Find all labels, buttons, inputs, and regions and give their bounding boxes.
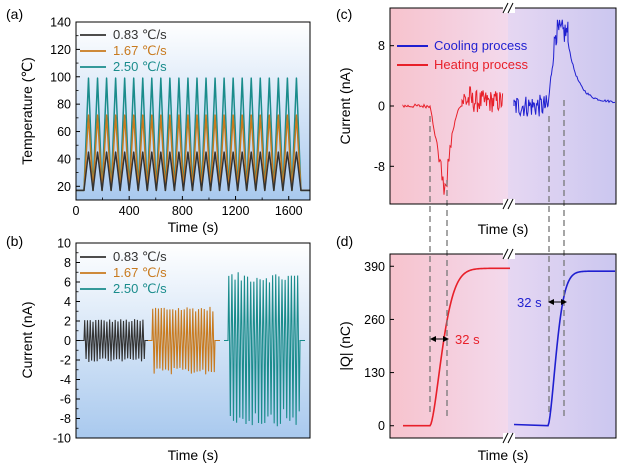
panel-b-frame-ytick-label-1: -8 — [60, 412, 71, 426]
panel-a-frame-ytick-label-0: 20 — [57, 180, 71, 194]
legend-b-item-1: 1.67 ℃/s — [113, 265, 167, 280]
annotation-heating-32s: 32 s — [455, 332, 480, 347]
panel-b-ylabel: Current (nA) — [19, 301, 35, 378]
panel-a-label: (a) — [6, 6, 23, 22]
legend-a-item-2: 2.50 ℃/s — [113, 59, 167, 74]
panel-d-xlabel: Time (s) — [478, 447, 529, 463]
panel-c-label: (c) — [336, 6, 352, 22]
legend-c-item-0: Cooling process — [434, 38, 528, 53]
panel-c-xlabel: Time (s) — [478, 221, 529, 237]
panel-a-frame-xtick-label-2: 800 — [172, 204, 193, 218]
panel-b-xlabel: Time (s) — [168, 447, 219, 463]
panel-c-frame-ytick-label-1: 0 — [378, 100, 385, 114]
panel-a-frame-xtick-label-3: 1200 — [222, 204, 250, 218]
panel-a-ylabel: Temperature (℃) — [19, 57, 35, 165]
panel-d-frame-ytick-label-0: 0 — [378, 419, 385, 433]
legend-b-item-2: 2.50 ℃/s — [113, 281, 167, 296]
panel-b-frame-ytick-label-6: 2 — [64, 315, 71, 329]
panel-d-frame-ytick-label-1: 130 — [364, 366, 385, 380]
panel-b-frame-ytick-label-8: 6 — [64, 276, 71, 290]
panel-c-frame-ytick-label-0: -8 — [374, 160, 385, 174]
panel-a-frame-xtick-label-4: 1600 — [275, 204, 303, 218]
panel-b-frame-ytick-label-7: 4 — [64, 295, 71, 309]
panel-b-frame-ytick-label-9: 8 — [64, 256, 71, 270]
legend-b-item-0: 0.83 ℃/s — [113, 249, 167, 264]
panel-d-frame-ytick-label-3: 390 — [364, 260, 385, 274]
panel-a-frame-ytick-label-5: 120 — [50, 43, 71, 57]
panel-d-frame-ytick-label-2: 260 — [364, 313, 385, 327]
panel-d-plot-left-bg — [390, 254, 508, 438]
legend-a-item-1: 1.67 ℃/s — [113, 43, 167, 58]
panel-d-label: (d) — [336, 233, 353, 249]
panel-b-frame-ytick-label-4: -2 — [60, 354, 71, 368]
panel-d-plot-right-bg — [508, 254, 616, 438]
panel-d-ylabel: |Q| (nC) — [337, 321, 353, 370]
panel-a-frame-xtick-label-1: 400 — [119, 204, 140, 218]
panel-a-xlabel: Time (s) — [168, 219, 219, 235]
panel-c-frame-ytick-label-2: 8 — [378, 39, 385, 53]
annotation-cooling-32s: 32 s — [517, 295, 542, 310]
panel-b-label: (b) — [6, 233, 23, 249]
panel-b-frame-ytick-label-3: -4 — [60, 373, 71, 387]
panel-b-frame-ytick-label-10: 10 — [57, 237, 71, 251]
panel-b-frame-ytick-label-0: -10 — [53, 432, 71, 446]
panel-b-frame-ytick-label-2: -6 — [60, 393, 71, 407]
panel-a-frame-ytick-label-2: 60 — [57, 125, 71, 139]
legend-a-item-0: 0.83 ℃/s — [113, 27, 167, 42]
panel-b-frame-ytick-label-5: 0 — [64, 334, 71, 348]
panel-a-frame-ytick-label-1: 40 — [57, 152, 71, 166]
legend-c-item-1: Heating process — [434, 57, 528, 72]
panel-c-ylabel: Current (nA) — [337, 67, 353, 144]
panel-a-frame-xtick-label-0: 0 — [73, 204, 80, 218]
panel-a-frame-ytick-label-6: 140 — [50, 16, 71, 30]
panel-a-frame-ytick-label-3: 80 — [57, 98, 71, 112]
panel-a-frame-ytick-label-4: 100 — [50, 70, 71, 84]
